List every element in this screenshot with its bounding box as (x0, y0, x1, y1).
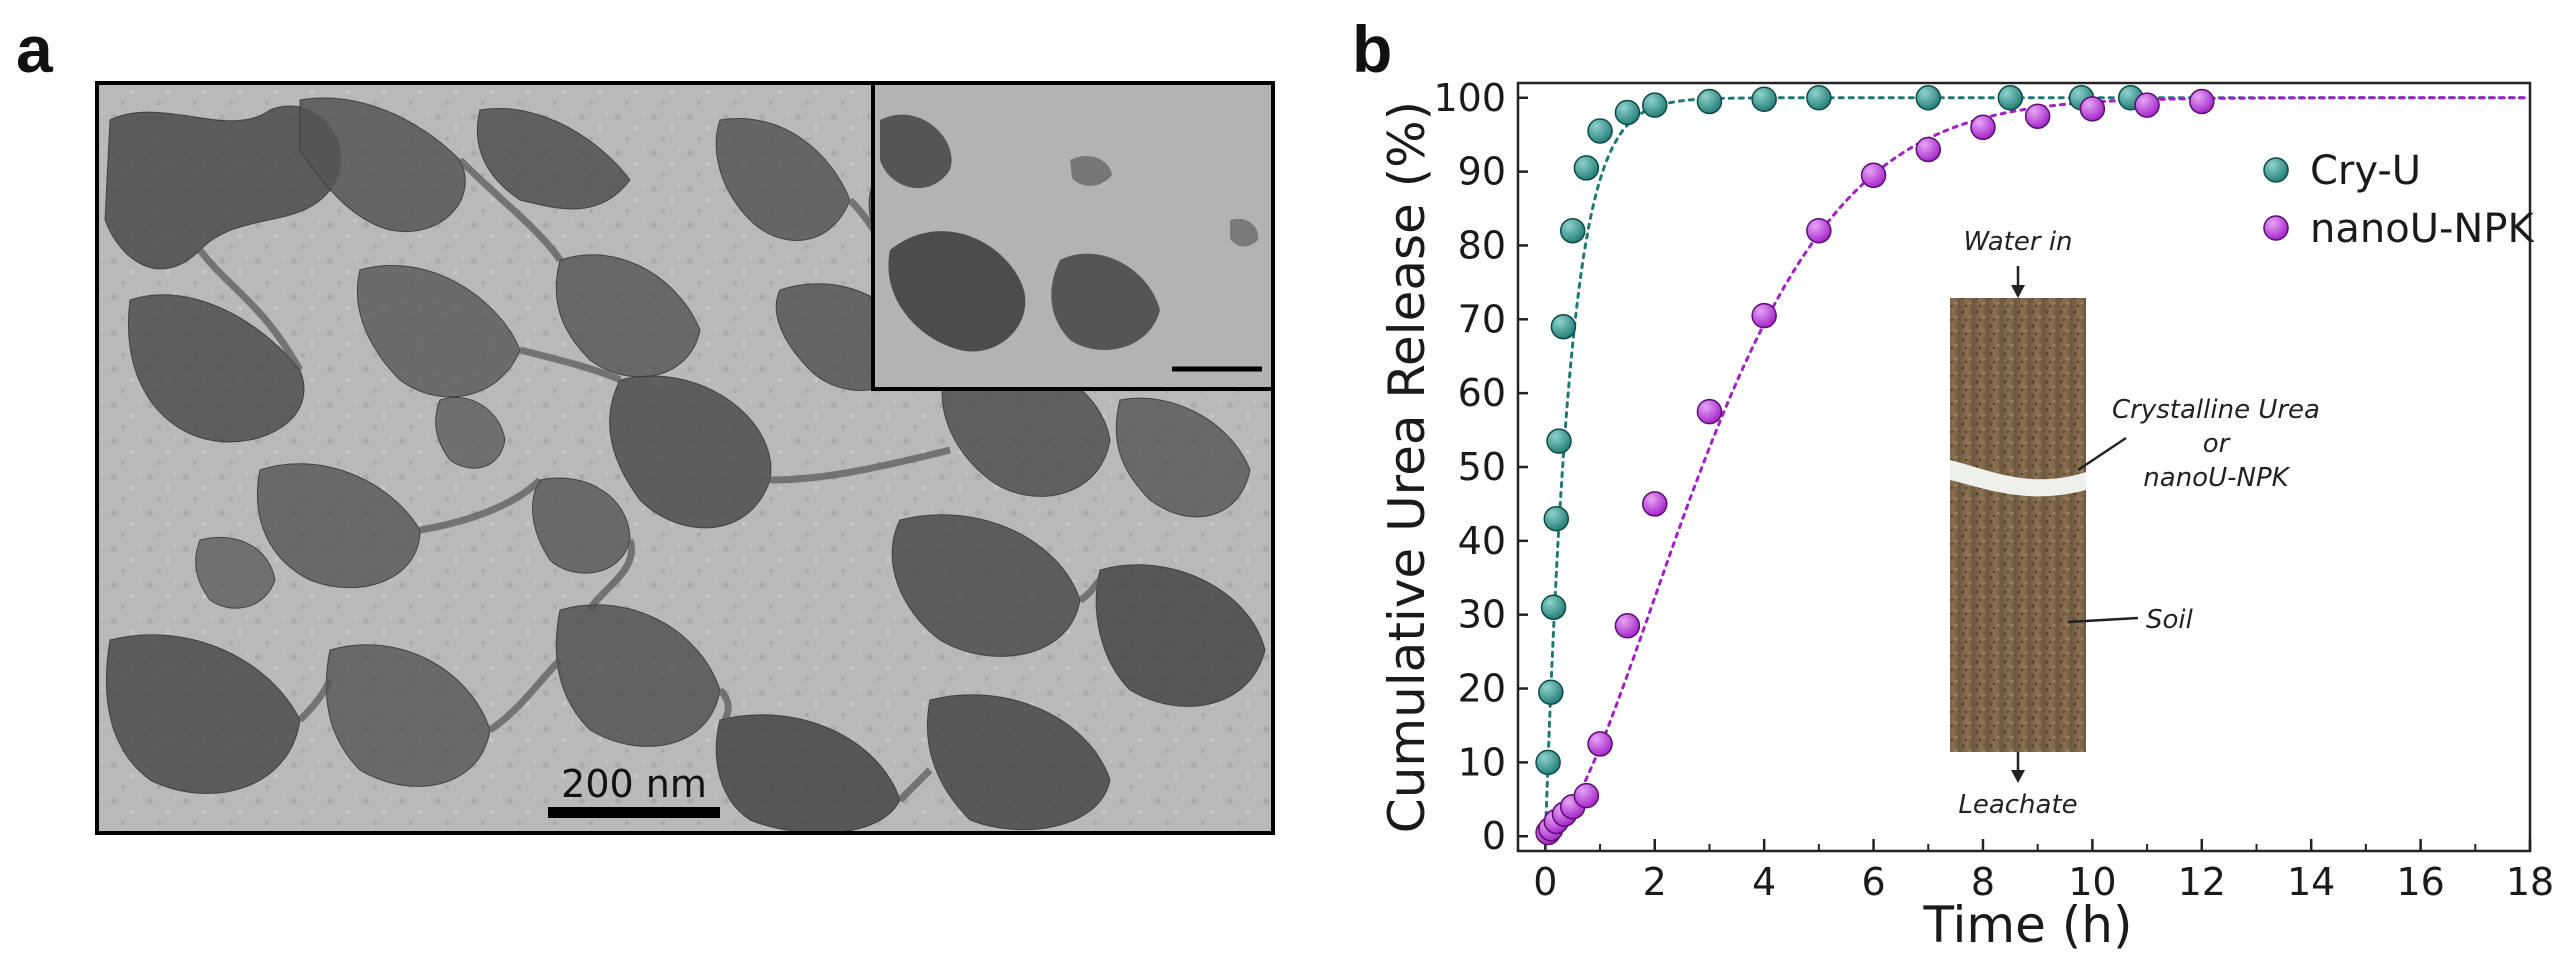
point-cry-u (1538, 679, 1564, 705)
point-cry-u (1559, 217, 1586, 244)
legend-label-cry-u: Cry-U (2310, 148, 2421, 194)
or-label: or (2203, 429, 2232, 459)
scale-bar (548, 807, 720, 818)
soil-column-photo (1950, 298, 2086, 752)
legend-label-nanou-npk: nanoU-NPK (2310, 206, 2535, 252)
y-tick-label: 20 (1458, 667, 1506, 711)
leachate-arrowhead (2011, 770, 2025, 783)
point-cry-u (1543, 505, 1570, 532)
nanoparticle-network (104, 97, 1266, 833)
y-axis: 0 10 20 30 40 50 60 70 80 90 100 (1433, 76, 1528, 858)
y-tick-label: 0 (1482, 814, 1506, 858)
y-tick-label: 60 (1458, 371, 1506, 415)
tem-inset (871, 81, 1275, 391)
x-tick-label: 14 (2287, 860, 2335, 904)
point-nanou-npk (1587, 731, 1613, 757)
point-cry-u (1587, 118, 1613, 144)
nanou-npk-label: nanoU-NPK (2143, 463, 2290, 493)
soil-pointer (2067, 616, 2139, 624)
point-nanou-npk (1614, 613, 1641, 639)
point-cry-u (1614, 99, 1641, 126)
point-cry-u (1535, 749, 1561, 776)
water-in-label: Water in (1963, 227, 2072, 257)
point-cry-u (1806, 85, 1832, 111)
point-cry-u (1997, 85, 2024, 111)
point-nanou-npk (1751, 302, 1777, 329)
point-cry-u (1751, 86, 1777, 112)
tem-image-frame (95, 81, 1275, 835)
panel-b-label: b (1352, 12, 1392, 86)
soil-column-inset (1950, 266, 2139, 783)
data-points (1535, 85, 2215, 846)
point-nanou-npk (1915, 136, 1942, 163)
y-tick-label: 40 (1458, 519, 1506, 563)
point-nanou-npk (1642, 491, 1668, 517)
point-nanou-npk (2079, 96, 2106, 122)
y-tick-label: 90 (1458, 150, 1506, 194)
fertilizer-layer (1950, 460, 2086, 497)
crystalline-urea-label: Crystalline Urea (2112, 395, 2320, 425)
x-tick-label: 2 (1643, 860, 1667, 904)
point-cry-u (1550, 313, 1577, 340)
point-nanou-npk (1860, 162, 1887, 189)
y-tick-label: 80 (1458, 223, 1506, 267)
legend-marker-nanou-npk (2263, 215, 2289, 241)
scale-bar-label: 200 nm (561, 762, 707, 806)
fit-curve-nanou-npk (1543, 96, 2529, 838)
y-tick-label: 10 (1458, 740, 1506, 784)
y-tick-label: 50 (1458, 445, 1506, 489)
x-tick-label: 18 (2506, 860, 2554, 904)
x-tick-label: 16 (2396, 860, 2444, 904)
y-tick-label: 30 (1458, 593, 1506, 637)
leachate-label: Leachate (1958, 790, 2077, 820)
y-tick-label: 70 (1458, 297, 1506, 341)
x-tick-label: 10 (2068, 860, 2116, 904)
point-cry-u (1546, 428, 1572, 454)
point-nanou-npk (1970, 114, 1996, 141)
x-axis-title: Time (h) (1923, 896, 2133, 954)
point-cry-u (1573, 155, 1600, 181)
x-axis: 0 2 4 6 8 10 12 14 16 18 (1533, 839, 2554, 904)
x-tick-label: 8 (1971, 860, 1995, 904)
panel-a-label: a (16, 12, 54, 86)
point-nanou-npk (2189, 88, 2215, 115)
point-nanou-npk (2024, 103, 2051, 129)
x-tick-label: 12 (2178, 860, 2226, 904)
layer-pointer (2077, 436, 2127, 472)
point-cry-u (1642, 92, 1668, 118)
y-axis-title: Cumulative Urea Release (%) (1378, 101, 1436, 833)
legend: Cry-U nanoU-NPK (2263, 148, 2535, 252)
point-nanou-npk (2134, 92, 2160, 118)
point-nanou-npk (1696, 398, 1723, 425)
x-tick-label: 0 (1533, 860, 1557, 904)
release-chart: 0 10 20 30 40 50 60 70 80 90 100 0 2 4 6 8 10 12 14 16 18 W… (1378, 76, 2554, 954)
x-tick-label: 6 (1861, 860, 1885, 904)
point-cry-u (1540, 594, 1567, 621)
soil-label: Soil (2146, 605, 2194, 635)
point-cry-u (1696, 88, 1723, 115)
point-nanou-npk (1573, 782, 1600, 809)
water-in-arrowhead (2011, 285, 2025, 298)
point-nanou-npk (1806, 217, 1832, 244)
legend-marker-cry-u (2263, 157, 2289, 183)
y-tick-label: 100 (1433, 76, 1506, 120)
x-tick-label: 4 (1752, 860, 1776, 904)
point-cry-u (1915, 85, 1942, 111)
